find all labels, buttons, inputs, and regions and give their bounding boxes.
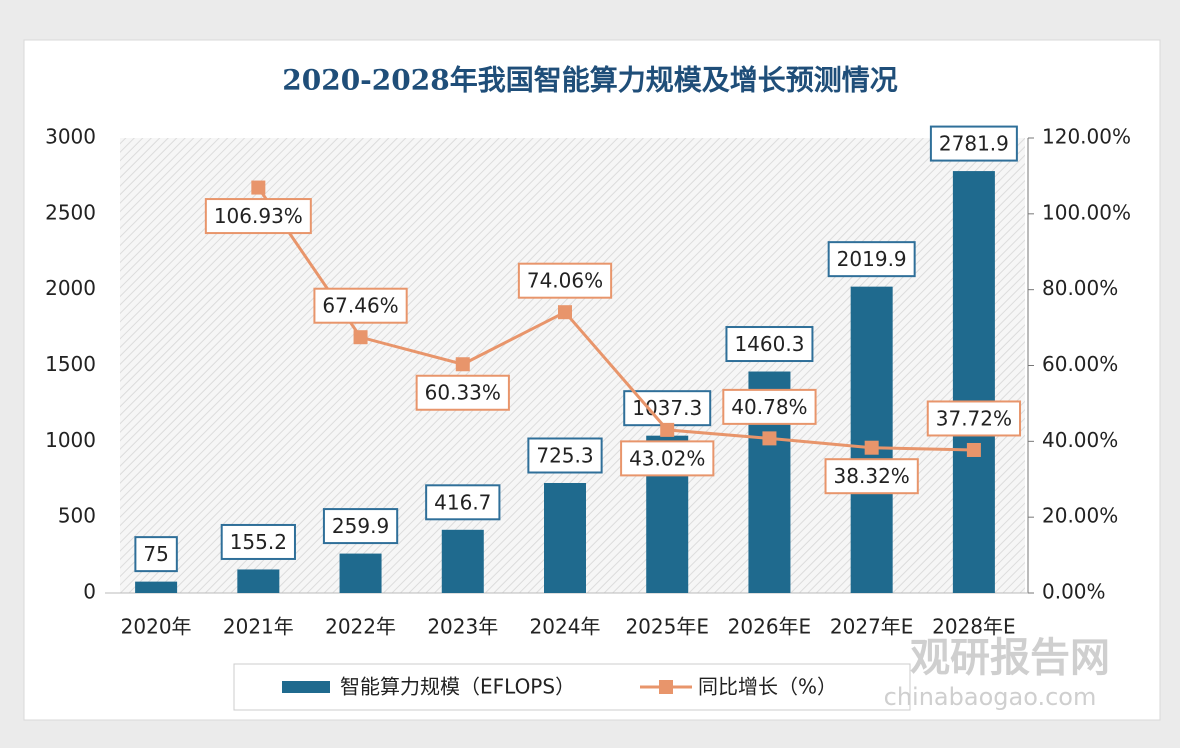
line-marker [558, 305, 572, 320]
y-tick-label: 500 [58, 504, 96, 528]
bar-value-label: 2781.9 [929, 125, 1018, 162]
bar-value-label-box [220, 523, 296, 560]
bar-value-label: 259.9 [332, 514, 389, 538]
bar-value-label: 1460.3 [725, 326, 814, 363]
y2-tick-label: 120.00% [1042, 125, 1131, 149]
line-value-label-box [620, 440, 715, 477]
y2-tick-label: 100.00% [1042, 200, 1131, 224]
bar-value-label: 725.3 [527, 437, 603, 474]
x-tick-label: 2021年 [223, 615, 294, 639]
line-value-label: 43.02% [620, 440, 715, 477]
bar-value-label-box [322, 508, 399, 545]
bar [339, 553, 382, 593]
y-tick-label: 2500 [45, 200, 96, 224]
line-value-label-box [926, 400, 1022, 437]
line-value-label: 40.78% [722, 388, 817, 425]
line-value-label: 60.33% [425, 381, 501, 405]
watermark-url: chinabaogao.com [884, 683, 1097, 711]
bar-value-label: 1460.3 [734, 332, 804, 356]
line-value-label: 67.46% [322, 294, 398, 318]
line-value-label-box [204, 198, 312, 235]
y2-tick-label: 20.00% [1042, 504, 1118, 528]
line-value-label: 74.06% [517, 262, 613, 299]
bar-value-label-box [725, 326, 814, 363]
chart-title: 2020-2028年我国智能算力规模及增长预测情况 [282, 64, 897, 97]
bar-value-label: 2781.9 [939, 132, 1009, 156]
line-value-label: 38.32% [834, 464, 910, 488]
watermark-title: 观研报告网 [910, 635, 1110, 681]
line-value-label: 40.78% [731, 395, 807, 419]
bar [850, 286, 893, 593]
line-value-label: 74.06% [527, 269, 603, 293]
line-value-label-box [415, 374, 510, 411]
bar-value-label-box [527, 437, 603, 474]
line-value-label: 67.46% [313, 287, 408, 324]
y-tick-label: 1500 [45, 352, 96, 376]
bar-value-label-box [134, 536, 178, 573]
line-value-label-box [313, 287, 408, 324]
bar-value-label: 416.7 [425, 484, 501, 521]
y-tick-label: 0 [83, 580, 96, 604]
line-marker [455, 357, 470, 372]
line-value-label: 60.33% [415, 374, 510, 411]
line [257, 186, 974, 452]
line-value-label: 38.32% [824, 458, 919, 495]
bar-value-label: 155.2 [220, 523, 296, 560]
line-marker [762, 431, 777, 446]
y-tick-label: 1000 [45, 428, 96, 452]
line-value-label: 37.72% [926, 400, 1022, 437]
x-tick-label: 2020年 [121, 615, 192, 639]
line-marker [966, 442, 981, 457]
y2-tick-label: 0.00% [1042, 580, 1106, 604]
bar-value-label: 155.2 [230, 530, 287, 554]
legend-swatch [282, 681, 330, 693]
line-value-label: 43.02% [629, 446, 705, 470]
line-marker [660, 422, 675, 437]
x-tick-label: 2024年 [530, 615, 601, 639]
y-tick-label: 2000 [45, 276, 96, 300]
bar-value-label: 2019.9 [837, 247, 907, 271]
line-value-label: 106.93% [204, 198, 312, 235]
bar-value-label-box [827, 241, 916, 278]
bar-value-label: 1037.3 [632, 396, 702, 420]
x-tick-label: 2025年E [625, 615, 709, 639]
bar [544, 482, 586, 593]
line-marker [864, 440, 879, 455]
legend-label: 智能算力规模（EFLOPS） [340, 675, 575, 699]
bar [237, 569, 280, 593]
bar-value-label: 259.9 [322, 508, 399, 545]
line-value-label: 106.93% [214, 204, 303, 228]
bar-value-label-box [929, 125, 1018, 162]
line-value-label-box [517, 262, 613, 299]
line-value-label: 37.72% [936, 406, 1012, 430]
x-tick-label: 2026年E [728, 615, 812, 639]
bar [952, 171, 995, 594]
legend-swatch [659, 680, 673, 694]
bar-value-label: 416.7 [434, 490, 491, 514]
x-tick-label: 2023年 [427, 615, 498, 639]
line-value-label-box [824, 458, 919, 495]
bar-value-label: 725.3 [536, 443, 593, 467]
legend-box [233, 663, 911, 711]
x-tick-label: 2022年 [325, 615, 396, 639]
bar [135, 581, 178, 593]
bar-value-label-box [425, 484, 501, 521]
bar [441, 529, 484, 593]
y-tick-label: 3000 [45, 125, 96, 149]
x-tick-label: 2028年E [932, 615, 1016, 639]
line-marker [251, 180, 266, 195]
y2-tick-label: 60.00% [1042, 352, 1118, 376]
y2-tick-label: 40.00% [1042, 428, 1118, 452]
x-tick-label: 2027年E [830, 615, 914, 639]
y2-tick-label: 80.00% [1042, 276, 1118, 300]
bar-value-label: 75 [143, 542, 168, 566]
bar-value-label: 75 [134, 536, 178, 573]
line-marker [353, 330, 368, 345]
line-value-label-box [722, 388, 817, 425]
legend-label: 同比增长（%） [698, 675, 837, 699]
bar-value-label: 2019.9 [827, 241, 916, 278]
